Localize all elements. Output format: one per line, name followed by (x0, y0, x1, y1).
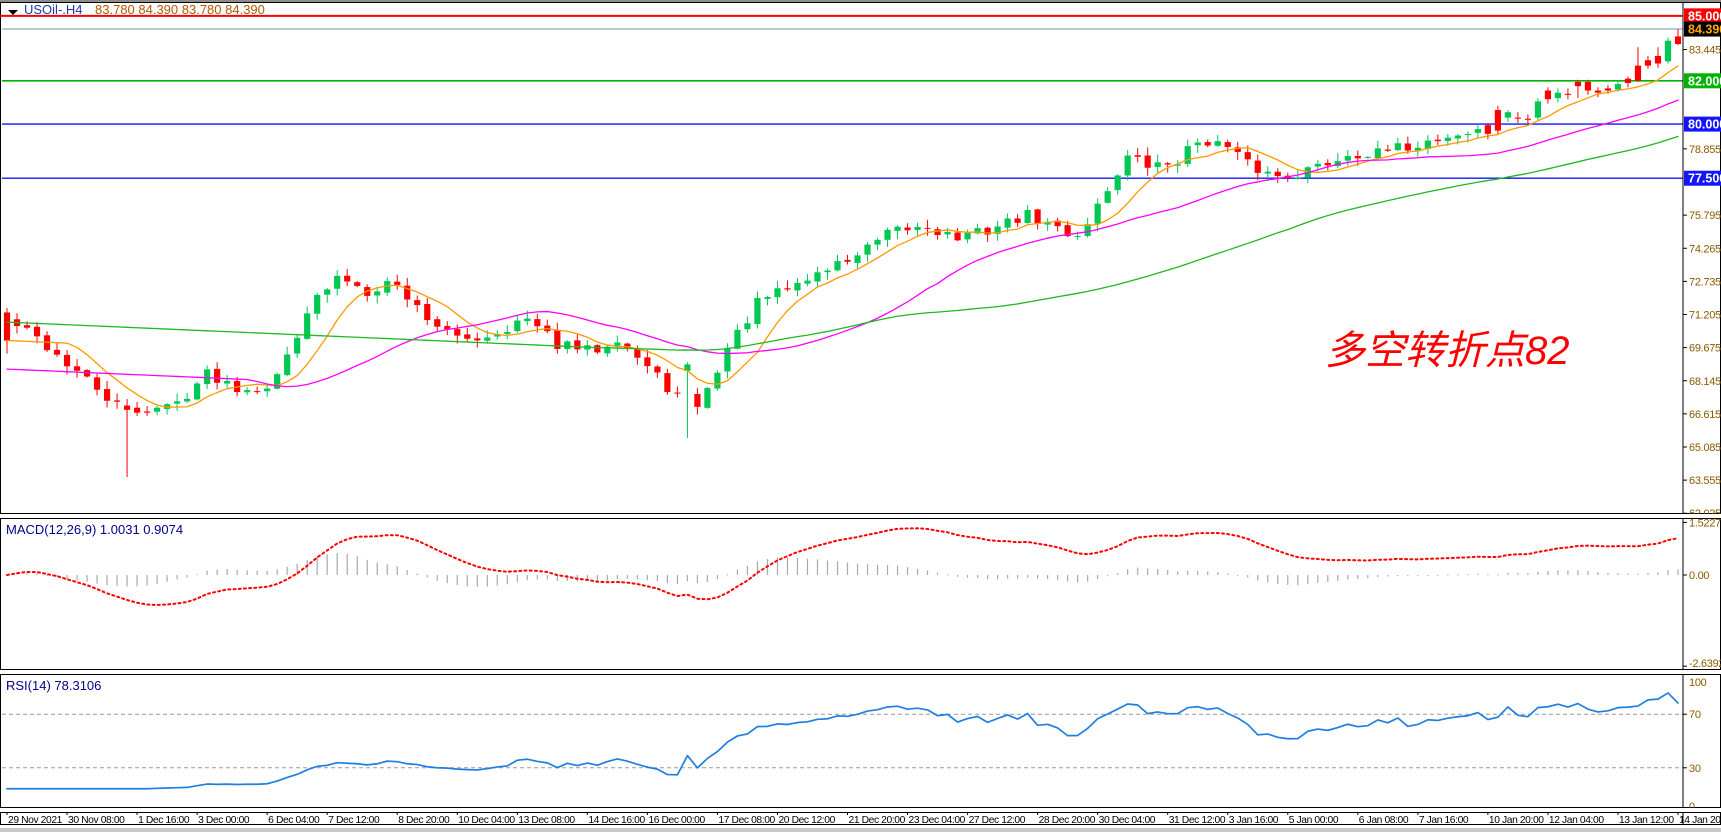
svg-text:29 Nov 2021: 29 Nov 2021 (8, 815, 63, 826)
svg-text:7 Dec 12:00: 7 Dec 12:00 (328, 815, 380, 826)
svg-text:7 Jan 16:00: 7 Jan 16:00 (1419, 815, 1469, 826)
svg-text:30 Dec 04:00: 30 Dec 04:00 (1099, 815, 1156, 826)
svg-text:3 Jan 16:00: 3 Jan 16:00 (1229, 815, 1279, 826)
svg-text:13 Dec 08:00: 13 Dec 08:00 (518, 815, 575, 826)
svg-text:MACD(12,26,9) 1.0031 0.9074: MACD(12,26,9) 1.0031 0.9074 (6, 522, 183, 537)
svg-text:83.445: 83.445 (1689, 45, 1721, 57)
svg-text:21 Dec 20:00: 21 Dec 20:00 (849, 815, 906, 826)
svg-text:30 Nov 08:00: 30 Nov 08:00 (68, 815, 125, 826)
svg-text:0.00: 0.00 (1689, 570, 1709, 582)
svg-text:13 Jan 12:00: 13 Jan 12:00 (1619, 815, 1674, 826)
svg-text:77.500: 77.500 (1688, 172, 1721, 186)
svg-text:74.265: 74.265 (1689, 243, 1721, 255)
svg-text:14 Dec 16:00: 14 Dec 16:00 (588, 815, 645, 826)
svg-text:3 Dec 00:00: 3 Dec 00:00 (198, 815, 250, 826)
svg-text:8 Dec 20:00: 8 Dec 20:00 (398, 815, 450, 826)
svg-text:85.000: 85.000 (1688, 9, 1721, 23)
svg-text:72.735: 72.735 (1689, 276, 1721, 288)
svg-text:1 Dec 16:00: 1 Dec 16:00 (138, 815, 190, 826)
svg-text:68.145: 68.145 (1689, 376, 1721, 388)
svg-text:75.795: 75.795 (1689, 210, 1721, 222)
svg-text:6 Jan 08:00: 6 Jan 08:00 (1359, 815, 1409, 826)
svg-text:20 Dec 12:00: 20 Dec 12:00 (778, 815, 835, 826)
svg-text:78.855: 78.855 (1689, 144, 1721, 156)
svg-text:69.675: 69.675 (1689, 343, 1721, 355)
svg-text:83.780 84.390 83.780 84.390: 83.780 84.390 83.780 84.390 (95, 2, 265, 17)
svg-text:31 Dec 12:00: 31 Dec 12:00 (1169, 815, 1226, 826)
svg-text:RSI(14) 78.3106: RSI(14) 78.3106 (6, 678, 101, 693)
svg-text:65.085: 65.085 (1689, 442, 1721, 454)
svg-text:12 Jan 04:00: 12 Jan 04:00 (1549, 815, 1604, 826)
svg-text:71.205: 71.205 (1689, 310, 1721, 322)
svg-text:66.615: 66.615 (1689, 409, 1721, 421)
svg-text:多空转折点82: 多空转折点82 (1325, 329, 1570, 373)
svg-text:23 Dec 04:00: 23 Dec 04:00 (909, 815, 966, 826)
svg-text:10 Dec 04:00: 10 Dec 04:00 (458, 815, 515, 826)
svg-text:10 Jan 20:00: 10 Jan 20:00 (1489, 815, 1544, 826)
svg-text:100: 100 (1689, 677, 1707, 689)
svg-text:6 Dec 04:00: 6 Dec 04:00 (268, 815, 320, 826)
svg-text:0: 0 (1689, 801, 1695, 813)
svg-text:USOil-.H4: USOil-.H4 (24, 2, 83, 17)
svg-text:30: 30 (1689, 763, 1701, 775)
svg-text:16 Dec 00:00: 16 Dec 00:00 (648, 815, 705, 826)
svg-text:82.000: 82.000 (1688, 74, 1721, 88)
svg-text:17 Dec 08:00: 17 Dec 08:00 (718, 815, 775, 826)
svg-text:70: 70 (1689, 709, 1701, 721)
svg-text:84.390: 84.390 (1688, 23, 1721, 37)
svg-text:80.000: 80.000 (1688, 118, 1721, 132)
svg-text:14 Jan 20:00: 14 Jan 20:00 (1679, 815, 1721, 826)
svg-text:27 Dec 12:00: 27 Dec 12:00 (969, 815, 1026, 826)
svg-text:5 Jan 00:00: 5 Jan 00:00 (1289, 815, 1339, 826)
svg-text:-2.6392: -2.6392 (1689, 658, 1721, 670)
svg-text:1.5227: 1.5227 (1689, 517, 1721, 529)
svg-text:28 Dec 20:00: 28 Dec 20:00 (1039, 815, 1096, 826)
svg-text:63.555: 63.555 (1689, 475, 1721, 487)
